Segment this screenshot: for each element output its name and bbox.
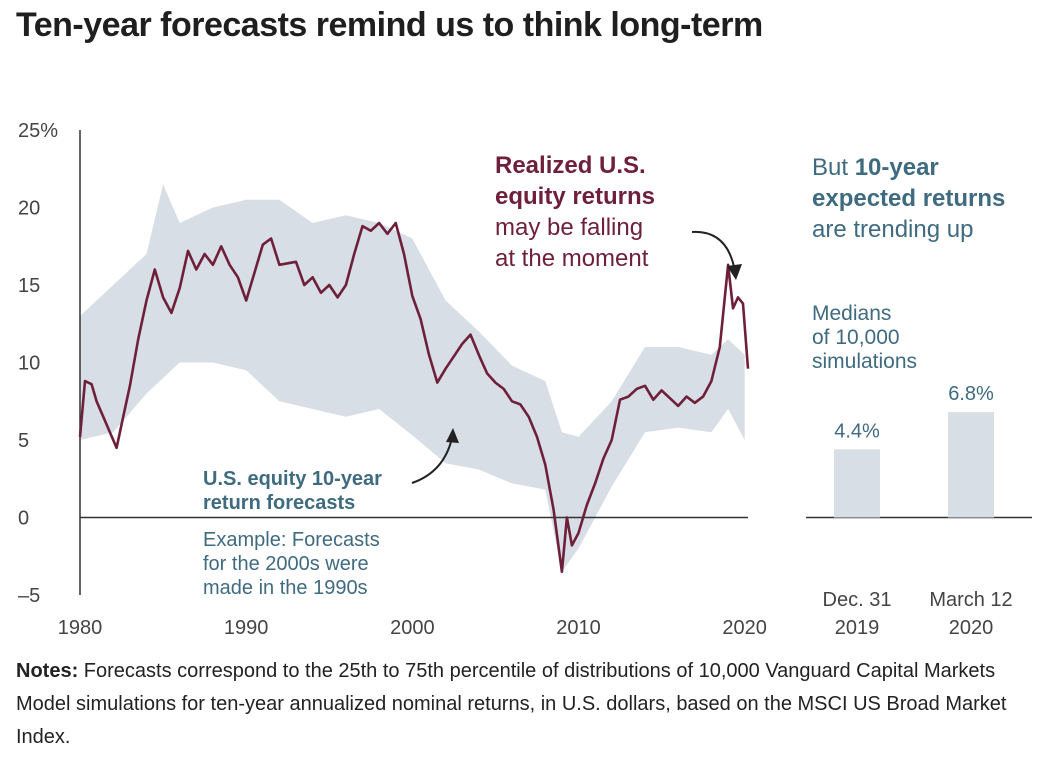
y-tick-label: 20 — [18, 198, 40, 220]
y-tick-label: 5 — [18, 430, 29, 452]
y-tick-label: 0 — [18, 508, 29, 530]
medians-line3: simulations — [812, 350, 917, 373]
bar-value-label: 6.8% — [948, 383, 994, 405]
x-tick-label: 2000 — [390, 617, 435, 639]
x-tick-label: 1980 — [58, 617, 103, 639]
medians-line1: Medians — [812, 302, 891, 325]
realized-annotation-line4: at the moment — [495, 245, 649, 272]
example-line1: Example: Forecasts — [203, 529, 380, 551]
expected-annotation: But 10-year expected returns are trendin… — [812, 154, 1012, 243]
forecast-arrowhead — [446, 428, 459, 443]
bar-value-label: 4.4% — [834, 420, 880, 442]
expected-return-bar — [948, 412, 994, 518]
chart-notes: Notes: Forecasts correspond to the 25th … — [16, 655, 1026, 754]
realized-arrow — [691, 230, 736, 273]
bar-category-label: 2020 — [949, 617, 994, 639]
y-tick-label: 15 — [18, 275, 40, 297]
forecast-annotation: U.S. equity 10-year return forecasts — [203, 468, 388, 514]
expected-line2: expected returns — [812, 185, 1005, 212]
realized-arrowhead — [727, 264, 742, 280]
y-tick-label: 25% — [18, 120, 58, 142]
forecast-chart: –5 0 5 10 15 20 25% 1980 1990 2000 2010 2020 4.4% Dec… — [18, 120, 1032, 639]
realized-returns-line — [78, 221, 750, 574]
x-tick-label: 1990 — [224, 617, 269, 639]
y-tick-label: 10 — [18, 353, 40, 375]
expected-line3: are trending up — [812, 216, 973, 243]
example-line3: made in the 1990s — [203, 577, 368, 599]
expected-line1-prefix: But — [812, 154, 855, 181]
x-tick-label: 2010 — [556, 617, 601, 639]
expected-return-bar — [834, 449, 880, 518]
notes-text: Forecasts correspond to the 25th to 75th… — [16, 660, 1007, 748]
forecast-annotation-line2: return forecasts — [203, 492, 355, 514]
medians-annotation: Medians of 10,000 simulations — [812, 302, 917, 373]
realized-annotation: Realized U.S. equity returns may be fall… — [495, 152, 662, 272]
chart-title: Ten-year forecasts remind us to think lo… — [16, 6, 763, 44]
example-annotation: Example: Forecasts for the 2000s were ma… — [203, 529, 385, 599]
expected-line1-bold: 10-year — [855, 154, 939, 181]
bar-category-label: March 12 — [929, 589, 1012, 611]
x-tick-label: 2020 — [722, 617, 767, 639]
notes-label: Notes: — [16, 660, 79, 682]
forecast-arrow — [411, 437, 453, 484]
forecast-band — [80, 184, 745, 572]
realized-annotation-line3: may be falling — [495, 214, 643, 241]
bar-category-label: 2019 — [835, 617, 880, 639]
medians-line2: of 10,000 — [812, 326, 900, 349]
bar-category-label: Dec. 31 — [823, 589, 892, 611]
realized-annotation-line1: Realized U.S. — [495, 152, 646, 179]
realized-annotation-line2: equity returns — [495, 183, 655, 210]
example-line2: for the 2000s were — [203, 553, 369, 575]
y-tick-label: –5 — [18, 585, 40, 607]
forecast-annotation-line1: U.S. equity 10-year — [203, 468, 382, 490]
